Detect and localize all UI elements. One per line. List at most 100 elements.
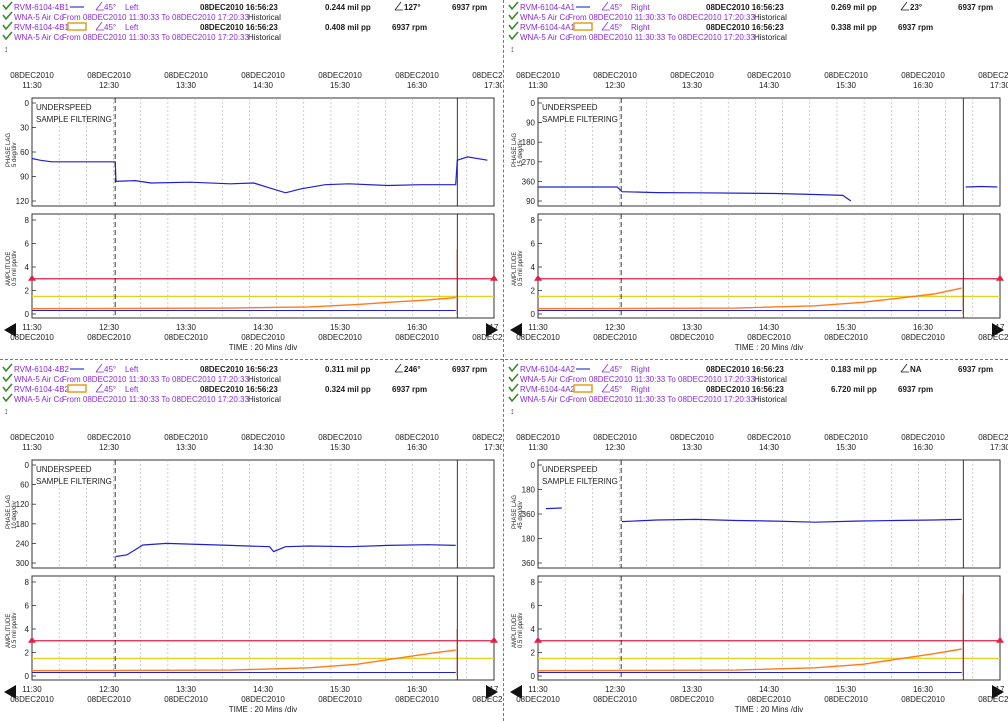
rpm-reading: 6937 rpm (452, 365, 487, 374)
historical-label: Historical (754, 13, 787, 22)
bottom-date-tick: 08DEC2010 (472, 333, 502, 342)
bottom-date-tick: 08DEC2010 (164, 333, 208, 342)
rpm-reading: 6937 rpm (392, 23, 427, 32)
right-arrow-icon[interactable] (992, 323, 1004, 337)
bottom-date-tick: 08DEC2010 (395, 695, 439, 704)
panel-svg: RVM-6104-4A2 45° Right 08DEC2010 16:56:23 0.… (508, 363, 1008, 714)
probe-icon (508, 373, 519, 383)
phase-tick-label: 270 (522, 158, 536, 167)
probe-name[interactable]: RVM-6104-4B1 (14, 3, 70, 12)
amplitude-tick-label: 6 (25, 240, 30, 249)
expand-icon[interactable]: ↕ (4, 406, 9, 416)
amplitude-scale-label: 0.5 mil pp/div (518, 251, 524, 286)
left-arrow-icon[interactable] (510, 323, 522, 337)
right-arrow-icon[interactable] (486, 323, 498, 337)
probe-side: Right (631, 365, 650, 374)
probe-name[interactable]: RVM-6104-4A1 (520, 23, 576, 32)
probe-icon (508, 21, 519, 31)
bottom-date-tick: 08DEC2010 (10, 695, 54, 704)
trend-panel-3[interactable]: RVM-6104-4B2 45° Left 08DEC2010 16:56:23 0.3… (0, 362, 502, 720)
right-arrow-icon[interactable] (992, 685, 1004, 699)
phase-axis-label: PHASE LAG (512, 133, 518, 167)
time-axis-label: TIME : 20 Mins /div (229, 705, 297, 714)
probe-name[interactable]: RVM-6104-4B2 (14, 365, 70, 374)
probe-side: Left (125, 3, 139, 12)
historical-label: Historical (248, 375, 281, 384)
right-arrow-icon[interactable] (486, 685, 498, 699)
cursor-timestamp: 08DEC2010 16:56:23 (200, 23, 278, 32)
amplitude-reading: 0.338 mil pp (831, 23, 877, 32)
expand-icon[interactable]: ↕ (510, 44, 515, 54)
phase-tick-label: 0 (25, 99, 30, 108)
bottom-date-tick: 08DEC2010 (10, 333, 54, 342)
bottom-time-tick: 14:30 (253, 323, 274, 332)
probe-name[interactable]: RVM-6104-4A2 (520, 365, 576, 374)
amplitude-reading: 0.408 mil pp (325, 23, 371, 32)
probe-angle: 45° (104, 365, 116, 374)
asset-label: WNA-5 Air Co (520, 375, 570, 384)
bottom-time-tick: 11:30 (528, 323, 548, 332)
amplitude-plot-frame (537, 575, 1001, 681)
expand-icon[interactable]: ↕ (4, 44, 9, 54)
left-arrow-icon[interactable] (4, 323, 16, 337)
top-time-tick: 15:30 (330, 81, 351, 90)
trend-panel-4[interactable]: RVM-6104-4A2 45° Right 08DEC2010 16:56:23 0.… (506, 362, 1008, 720)
left-arrow-icon[interactable] (4, 685, 16, 699)
probe-icon (2, 21, 13, 31)
amplitude-reading: 0.269 mil pp (831, 3, 877, 12)
bottom-date-tick: 08DEC2010 (241, 333, 285, 342)
date-range-text: From 08DEC2010 11:30:33 To 08DEC2010 17:… (62, 33, 249, 42)
angle-icon (95, 21, 104, 31)
phase-plot-frame (537, 97, 1001, 207)
angle-icon (900, 1, 909, 11)
amplitude-tick-label: 2 (25, 287, 30, 296)
top-date-tick: 08DEC2010 (10, 433, 54, 442)
bottom-time-tick: 12:30 (99, 323, 120, 332)
trend-panel-1[interactable]: RVM-6104-4B1 45° Left 08DEC2010 16:56:23 0.2… (0, 0, 502, 358)
phase-reading: 127° (404, 3, 421, 12)
probe-name[interactable]: RVM-6104-4A2 (520, 385, 576, 394)
top-time-tick: 13:30 (682, 443, 703, 452)
probe-icon (508, 383, 519, 393)
amplitude-reading: 6.720 mil pp (831, 385, 877, 394)
asset-label: WNA-5 Air Co (14, 375, 64, 384)
amplitude-axis-label: AMPLITUDE (512, 252, 518, 286)
amplitude-tick-label: 0 (25, 672, 30, 681)
amplitude-reading: 0.324 mil pp (325, 385, 371, 394)
amplitude-plot-frame (31, 575, 495, 681)
probe-name[interactable]: RVM-6104-4B2 (14, 385, 70, 394)
trend-panel-2[interactable]: RVM-6104-4A1 45° Right 08DEC2010 16:56:23 0.… (506, 0, 1008, 358)
top-date-tick: 08DEC2010 (318, 71, 362, 80)
probe-angle: 45° (610, 3, 622, 12)
phase-trace (621, 518, 962, 523)
top-time-tick: 16:30 (407, 443, 428, 452)
bottom-date-tick: 08DEC2010 (670, 333, 714, 342)
left-arrow-icon[interactable] (510, 685, 522, 699)
probe-name[interactable]: RVM-6104-4A1 (520, 3, 576, 12)
cursor-timestamp: 08DEC2010 16:56:23 (200, 3, 278, 12)
angle-icon (601, 21, 610, 31)
probe-name[interactable]: RVM-6104-4B1 (14, 23, 70, 32)
amplitude-tick-label: 8 (531, 578, 536, 587)
top-date-tick: 08DEC2010 (670, 433, 714, 442)
top-date-tick: 08DEC2010 (516, 71, 560, 80)
asset-label: WNA-5 Air Co (520, 13, 570, 22)
top-time-tick: 12:30 (99, 443, 120, 452)
bottom-date-tick: 08DEC2010 (516, 695, 560, 704)
phase-trace-segment (965, 185, 998, 188)
amplitude-tick-label: 6 (531, 602, 536, 611)
amplitude-tick-label: 2 (531, 649, 536, 658)
bottom-date-tick: 08DEC2010 (318, 695, 362, 704)
bottom-date-tick: 08DEC2010 (87, 695, 131, 704)
top-time-tick: 14:30 (759, 81, 780, 90)
amplitude-plot-frame (537, 213, 1001, 319)
sample-filtering-label: SAMPLE FILTERING (36, 115, 112, 124)
phase-tick-label: 360 (522, 510, 536, 519)
cursor-timestamp: 08DEC2010 16:56:23 (706, 23, 784, 32)
bottom-date-tick: 08DEC2010 (824, 333, 868, 342)
top-time-tick: 16:30 (913, 443, 934, 452)
bottom-date-tick: 08DEC2010 (318, 333, 362, 342)
date-range-text: From 08DEC2010 11:30:33 To 08DEC2010 17:… (568, 395, 755, 404)
phase-scale-label: 45 deg/div (518, 501, 524, 529)
expand-icon[interactable]: ↕ (510, 406, 515, 416)
